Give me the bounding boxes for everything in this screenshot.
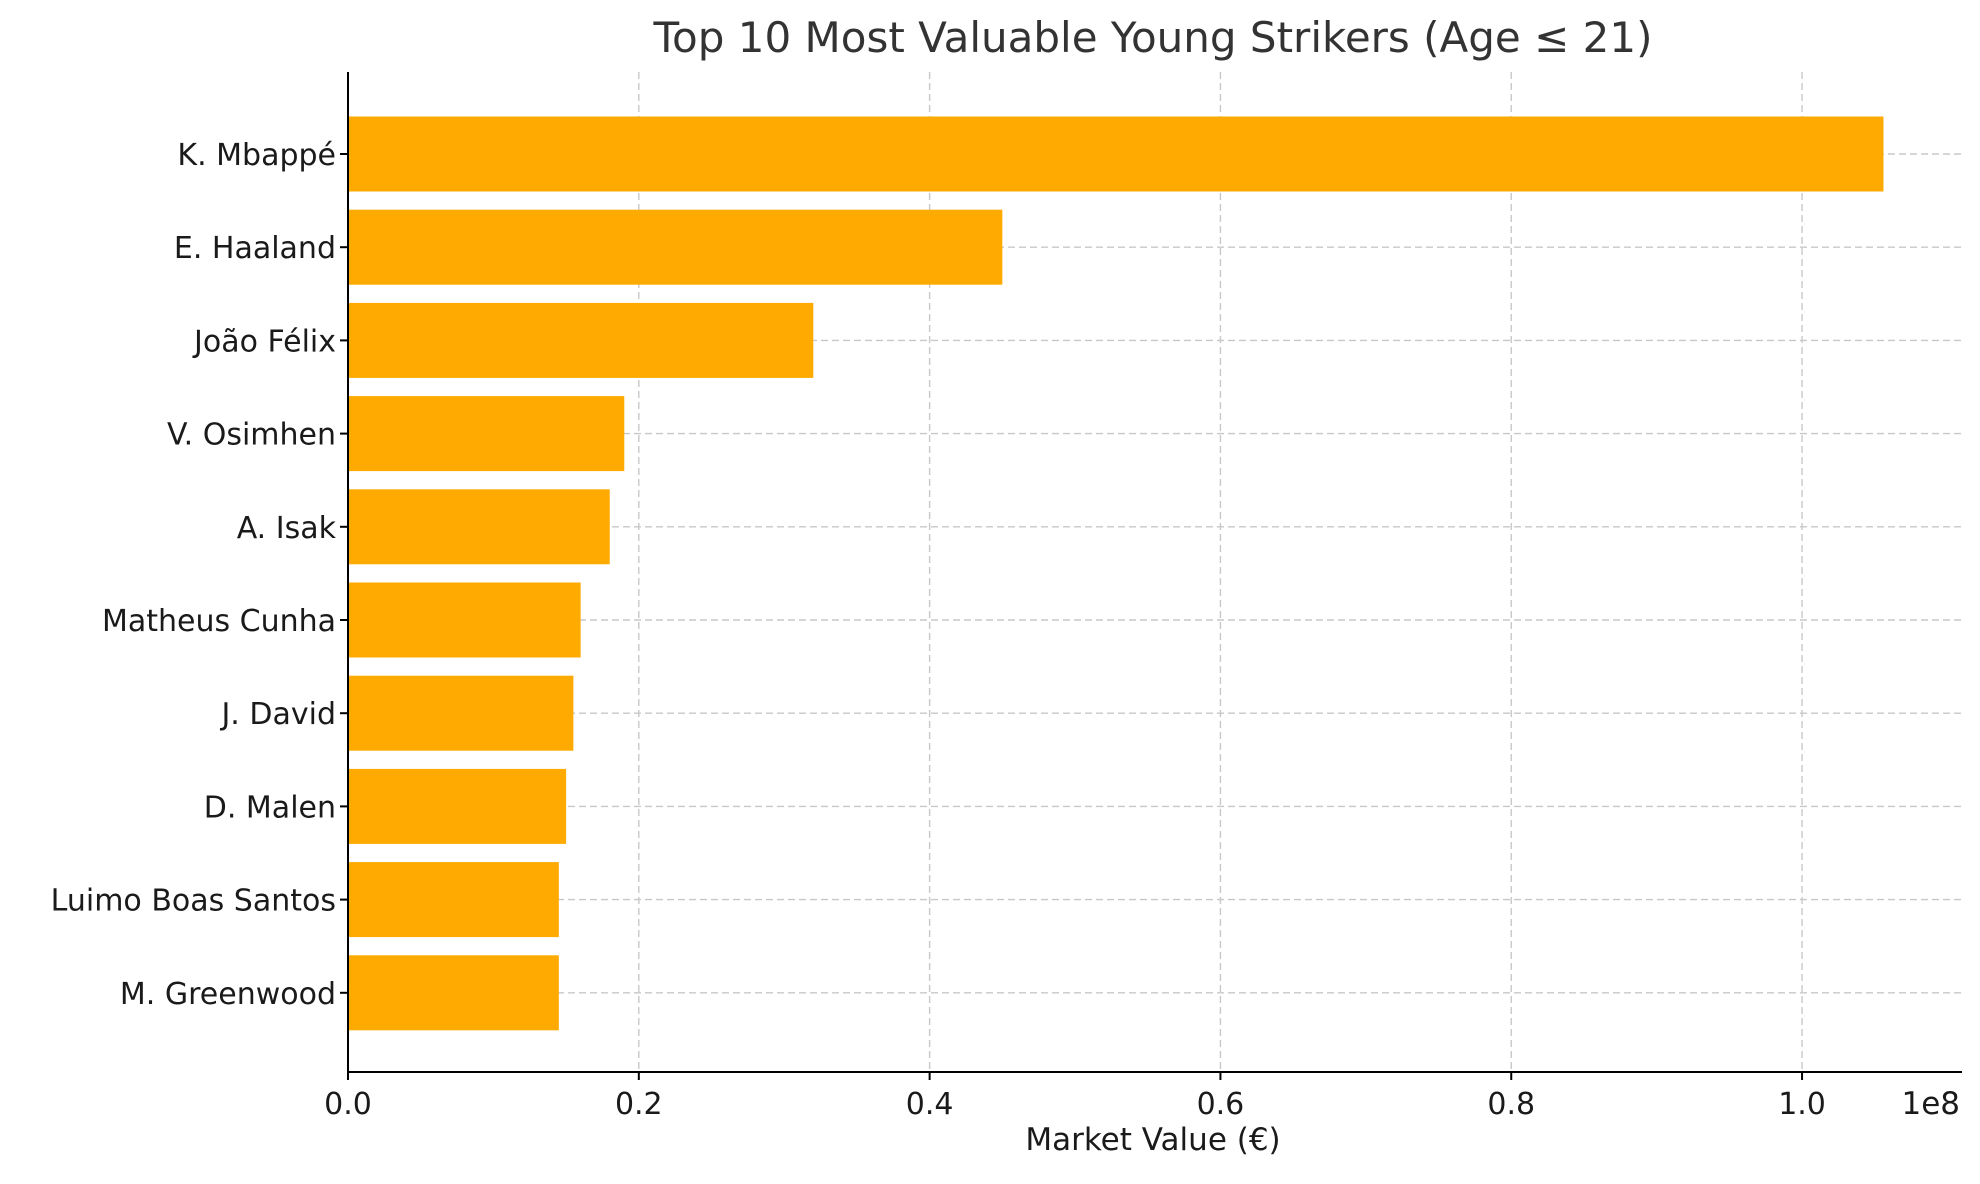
y-tick-label: D. Malen	[204, 790, 336, 825]
y-tick-label: M. Greenwood	[120, 977, 336, 1012]
x-tick-label: 1.0	[1778, 1087, 1826, 1122]
chart-title: Top 10 Most Valuable Young Strikers (Age…	[653, 13, 1653, 62]
y-tick-label: V. Osimhen	[167, 418, 336, 453]
y-tick-label: João Félix	[192, 324, 336, 359]
bar	[348, 768, 567, 844]
bar	[348, 675, 574, 751]
x-tick-label: 0.0	[324, 1087, 372, 1122]
y-tick-label: Luimo Boas Santos	[51, 884, 336, 919]
bar	[348, 116, 1884, 192]
bar	[348, 582, 581, 658]
bar	[348, 955, 559, 1031]
y-tick-label: K. Mbappé	[177, 138, 336, 173]
axes-layer	[340, 72, 1962, 1080]
y-tick-label: J. David	[219, 697, 336, 732]
x-tick-label: 0.6	[1197, 1087, 1245, 1122]
x-tick-label: 0.8	[1487, 1087, 1535, 1122]
x-tick-label: 0.4	[906, 1087, 954, 1122]
bar	[348, 862, 559, 938]
y-tick-label: A. Isak	[237, 511, 337, 546]
x-axis-label: Market Value (€)	[1025, 1122, 1280, 1158]
bars-layer	[348, 116, 1884, 1031]
x-tick-label: 0.2	[615, 1087, 663, 1122]
bar	[348, 489, 610, 565]
bar	[348, 302, 814, 378]
tick-labels-layer: K. Mbappé E. Haaland João Félix V. Osimhen A…	[51, 138, 1826, 1122]
bar	[348, 209, 1003, 285]
y-tick-label: Matheus Cunha	[102, 604, 336, 639]
bar	[348, 396, 625, 472]
y-tick-label: E. Haaland	[174, 231, 336, 266]
x-axis-scale-label: 1e8	[1901, 1086, 1960, 1122]
